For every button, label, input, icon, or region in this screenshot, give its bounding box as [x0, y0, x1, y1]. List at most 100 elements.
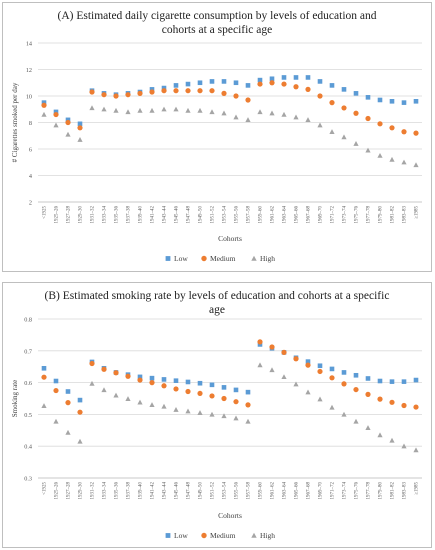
chart-b-xtick-label: 1947–48	[187, 482, 192, 500]
chart-a-point-high	[377, 152, 383, 158]
chart-b-xtick-label: 1931–32	[91, 482, 96, 500]
chart-b-xtick-label: <1925	[43, 482, 48, 495]
chart-a-point-low	[305, 75, 311, 80]
chart-b-point-high	[137, 399, 143, 405]
chart-b-point-high	[221, 413, 227, 419]
chart-a-xtick-label: 1949–50	[199, 206, 204, 224]
chart-a-legend-medium-label: Medium	[210, 254, 236, 263]
chart-b-point-high	[233, 415, 239, 421]
chart-b-xtick-label: 1937–38	[127, 482, 132, 500]
chart-b-point-medium	[137, 377, 143, 383]
chart-b-xtick-label: 1961–62	[271, 482, 276, 500]
chart-b-point-high	[293, 381, 299, 387]
chart-a-xtick-label: 1929–30	[79, 206, 84, 224]
chart-a-point-medium	[125, 92, 131, 98]
chart-a-point-medium	[173, 88, 179, 94]
chart-b-legend-high-marker	[251, 532, 257, 538]
chart-b-y-axis-title: Smoking rate	[11, 380, 19, 418]
chart-a-xtick-label: 1955–56	[235, 206, 240, 224]
chart-a-point-high	[401, 159, 407, 165]
chart-a-point-low	[377, 97, 383, 103]
chart-b-point-low	[317, 363, 323, 369]
chart-b-point-high	[281, 374, 287, 380]
chart-b-point-high	[377, 432, 383, 438]
chart-b-point-low	[77, 397, 83, 403]
chart-b-point-medium	[365, 391, 371, 397]
chart-b-point-high	[149, 402, 155, 408]
chart-a-point-low	[77, 121, 83, 127]
chart-a-xtick-label: 1969–70	[319, 206, 324, 224]
chart-a-xtick-label: 1935–36	[115, 206, 120, 224]
chart-a-legend-high-marker	[251, 255, 257, 261]
chart-b-point-low	[377, 378, 383, 384]
chart-a-point-low	[293, 75, 299, 80]
chart-a-point-medium	[149, 89, 155, 95]
chart-a-x-axis-title: Cohorts	[218, 234, 242, 243]
chart-b-point-medium	[353, 386, 359, 393]
chart-a-point-low	[413, 99, 419, 104]
chart-a-point-high	[185, 107, 191, 113]
chart-b-point-high	[257, 362, 263, 368]
chart-a-point-medium	[137, 90, 143, 96]
chart-b-point-medium	[281, 349, 287, 355]
chart-b-point-high	[329, 404, 335, 410]
chart-b-xtick-label: 1981–82	[391, 482, 396, 500]
chart-a-point-medium	[209, 88, 215, 94]
chart-a-ytick-label: 4	[29, 173, 32, 180]
chart-a-xtick-label: <1925	[43, 206, 48, 219]
chart-b-xtick-label: 1955–56	[235, 482, 240, 500]
chart-b-xtick-label: 1925–26	[55, 482, 60, 500]
chart-b-point-medium	[401, 402, 407, 409]
chart-a-xtick-label: 1959–60	[259, 206, 264, 224]
chart-a-xtick-label: 1965–66	[295, 206, 300, 224]
chart-a-point-high	[329, 129, 335, 134]
chart-a-xtick-label: 1981–82	[391, 206, 396, 224]
chart-b-point-high	[185, 408, 191, 414]
chart-b-point-high	[317, 396, 323, 402]
chart-b-point-high	[173, 406, 179, 412]
chart-b-point-low	[209, 382, 215, 388]
chart-b-point-low	[401, 379, 407, 384]
chart-a-point-high	[137, 107, 143, 113]
chart-b-point-medium	[101, 366, 107, 372]
chart-b-xtick-label: 1941–42	[151, 482, 156, 500]
chart-a-xtick-label: 1947–48	[187, 206, 192, 224]
chart-b-ytick-label: 0.4	[24, 444, 32, 451]
chart-b-point-low	[41, 365, 47, 371]
chart-a-point-medium	[245, 97, 251, 103]
chart-a-xtick-label: 1933–34	[103, 206, 108, 224]
chart-b-xtick-label: 1979–80	[379, 482, 384, 500]
chart-a-point-low	[353, 91, 359, 96]
chart-a-point-medium	[401, 129, 407, 135]
chart-a-point-low	[161, 85, 167, 91]
chart-a-plot: 2 4 6 8 10 12 14 <1925 1925–26 1927–28 1929–30 1931…	[11, 41, 422, 263]
chart-a-legend-medium-marker	[201, 255, 207, 262]
chart-b-point-high	[245, 418, 251, 424]
chart-b-point-high	[77, 438, 83, 444]
chart-a-point-low	[269, 76, 275, 82]
chart-b-point-low	[329, 366, 335, 372]
chart-b-xtick-label: 1939–40	[139, 482, 144, 500]
chart-a-point-low	[317, 79, 323, 84]
chart-a-title: (A) Estimated daily cigarette consumptio…	[57, 10, 377, 36]
chart-b-legend-high-label: High	[260, 531, 275, 540]
chart-b-xtick-label: 1953–54	[223, 482, 228, 500]
chart-b-point-medium	[65, 400, 71, 406]
chart-a-point-high	[197, 107, 203, 113]
chart-b-point-low	[365, 376, 371, 381]
chart-b-point-medium	[341, 381, 347, 387]
chart-a-xtick-label: 1953–54	[223, 206, 228, 224]
chart-a-point-high	[113, 107, 119, 113]
chart-b-point-low	[53, 378, 59, 384]
chart-b-point-high	[65, 429, 71, 435]
chart-b-xtick-label: 1967–68	[307, 482, 312, 500]
chart-a-point-medium	[65, 119, 71, 126]
chart-b-point-low	[413, 377, 419, 383]
chart-b-point-medium	[89, 360, 95, 367]
chart-b-point-high	[89, 380, 95, 386]
chart-a-point-medium	[389, 125, 395, 131]
chart-b-point-high	[101, 387, 107, 393]
chart-b-point-high	[365, 425, 371, 430]
chart-a-xtick-label: 1941–42	[151, 206, 156, 224]
chart-a-point-medium	[197, 88, 203, 94]
